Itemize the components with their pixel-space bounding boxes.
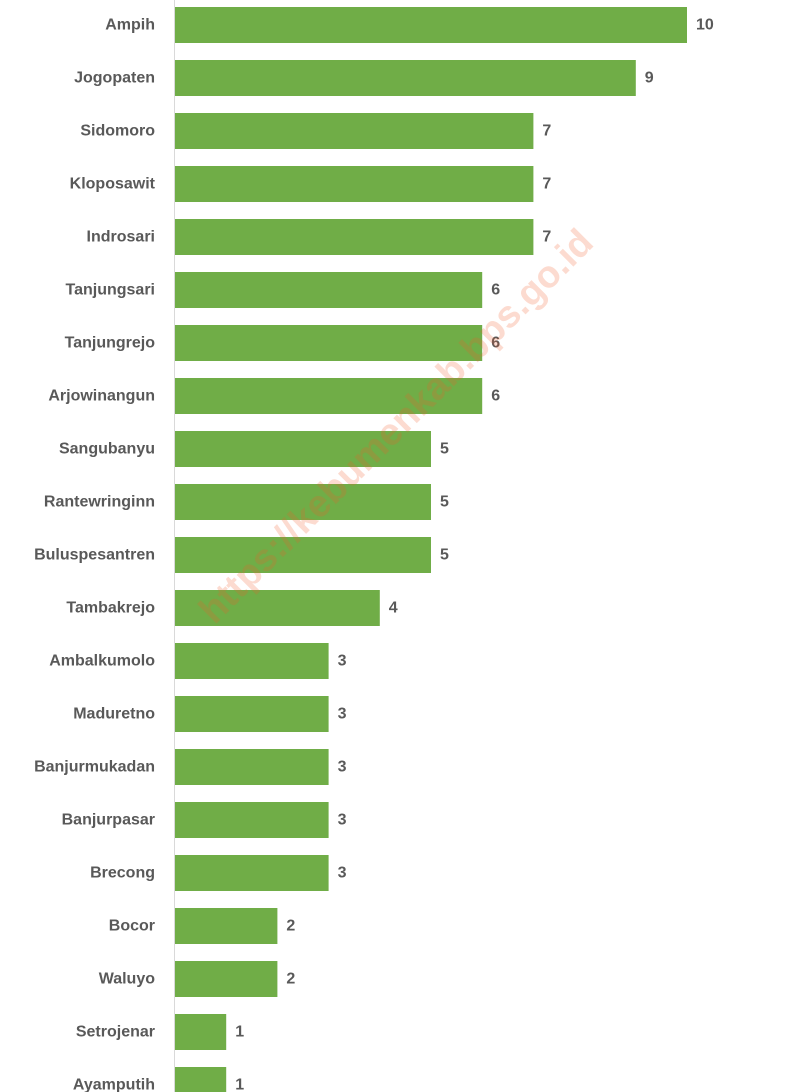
category-label-waluyo: Waluyo (99, 971, 156, 988)
bar-sidomoro (175, 113, 534, 149)
value-label-ayamputih: 1 (235, 1077, 244, 1092)
value-label-bocor: 2 (286, 918, 295, 935)
category-label-bocor: Bocor (109, 918, 155, 935)
bar-kloposawit (175, 166, 534, 202)
value-label-maduretno: 3 (338, 706, 347, 723)
value-label-banjurmukadan: 3 (338, 759, 347, 776)
bar-sangubanyu (175, 431, 431, 467)
bar-waluyo (175, 961, 278, 997)
value-label-waluyo: 2 (286, 971, 295, 988)
bar-tambakrejo (175, 590, 380, 626)
category-label-jogopaten: Jogopaten (74, 70, 155, 87)
bar-maduretno (175, 696, 329, 732)
value-label-indrosari: 7 (542, 229, 551, 246)
category-label-ambalkumolo: Ambalkumolo (49, 653, 155, 670)
category-label-arjowinangun: Arjowinangun (48, 388, 155, 405)
value-label-setrojenar: 1 (235, 1024, 244, 1041)
bar-ayamputih (175, 1067, 227, 1092)
value-label-tanjungrejo: 6 (491, 335, 500, 352)
category-label-indrosari: Indrosari (87, 229, 155, 246)
category-label-buluspesantren: Buluspesantren (34, 547, 155, 564)
bar-tanjungrejo (175, 325, 483, 361)
category-label-banjurpasar: Banjurpasar (62, 812, 155, 829)
value-label-jogopaten: 9 (645, 70, 654, 87)
value-label-kloposawit: 7 (542, 176, 551, 193)
category-label-rantewringinn: Rantewringinn (44, 494, 155, 511)
bar-setrojenar (175, 1014, 227, 1050)
bar-jogopaten (175, 60, 636, 96)
value-label-tambakrejo: 4 (389, 600, 398, 617)
value-labels: 10 9 7 7 7 6 6 6 5 5 5 4 3 3 3 3 3 2 2 1 1 (235, 17, 714, 1092)
category-label-banjurmukadan: Banjurmukadan (34, 759, 155, 776)
value-label-buluspesantren: 5 (440, 547, 449, 564)
value-label-ambalkumolo: 3 (338, 653, 347, 670)
bars-layer (175, 7, 687, 1092)
value-label-banjurpasar: 3 (338, 812, 347, 829)
value-label-brecong: 3 (338, 865, 347, 882)
category-label-tanjungrejo: Tanjungrejo (65, 335, 156, 352)
category-label-kloposawit: Kloposawit (70, 176, 156, 193)
bar-rantewringinn (175, 484, 431, 520)
category-label-setrojenar: Setrojenar (76, 1024, 155, 1041)
bar-brecong (175, 855, 329, 891)
bar-bocor (175, 908, 278, 944)
bar-banjurpasar (175, 802, 329, 838)
category-label-maduretno: Maduretno (73, 706, 155, 723)
value-label-arjowinangun: 6 (491, 388, 500, 405)
bar-tanjungsari (175, 272, 483, 308)
category-label-sangubanyu: Sangubanyu (59, 441, 155, 458)
bar-ampih (175, 7, 687, 43)
bar-banjurmukadan (175, 749, 329, 785)
category-label-sidomoro: Sidomoro (80, 123, 155, 140)
category-label-tanjungsari: Tanjungsari (66, 282, 156, 299)
value-label-ampih: 10 (696, 17, 714, 34)
category-labels: Ampih Jogopaten Sidomoro Kloposawit Indrosar… (34, 17, 156, 1092)
value-label-rantewringinn: 5 (440, 494, 449, 511)
category-label-ampih: Ampih (105, 17, 155, 34)
category-label-brecong: Brecong (90, 865, 155, 882)
bar-ambalkumolo (175, 643, 329, 679)
value-label-sidomoro: 7 (542, 123, 551, 140)
value-label-tanjungsari: 6 (491, 282, 500, 299)
bar-buluspesantren (175, 537, 431, 573)
value-label-sangubanyu: 5 (440, 441, 449, 458)
bar-indrosari (175, 219, 534, 255)
category-label-tambakrejo: Tambakrejo (66, 600, 155, 617)
bar-arjowinangun (175, 378, 483, 414)
category-label-ayamputih: Ayamputih (73, 1077, 155, 1092)
